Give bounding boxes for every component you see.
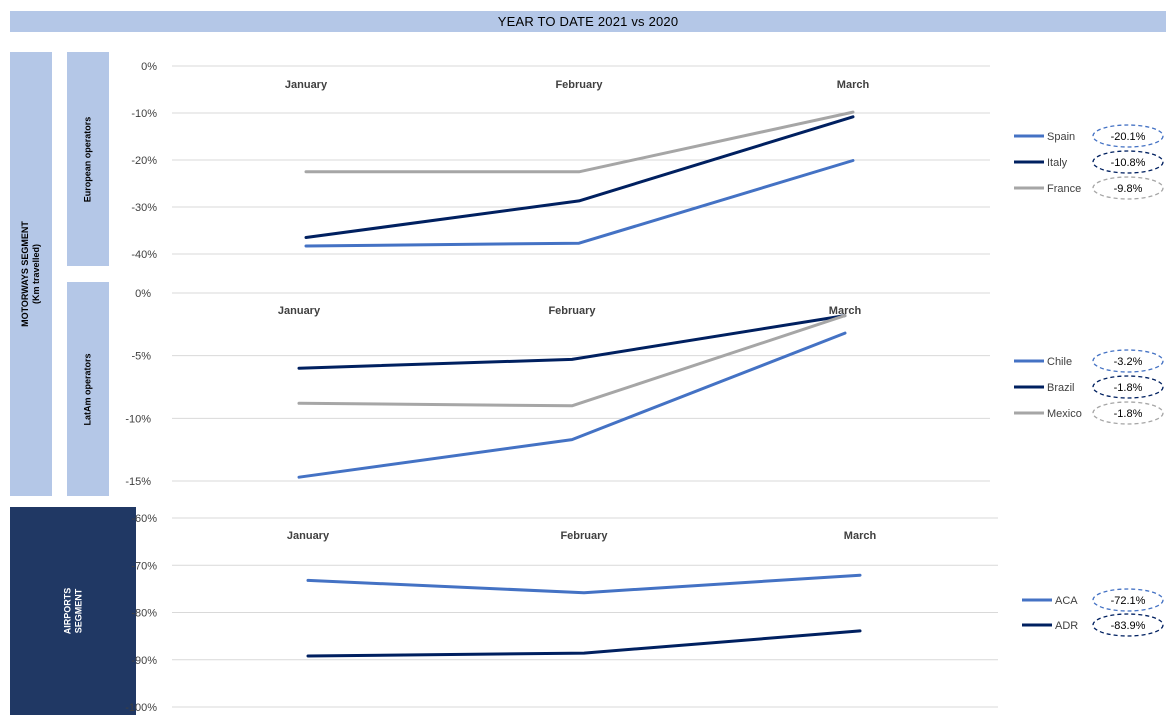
- european-category-label: March: [837, 79, 870, 91]
- latam-y-tick-label: -10%: [125, 413, 151, 425]
- airports-category-label: January: [287, 530, 330, 542]
- latam-category-label: March: [829, 305, 862, 317]
- chart-header: YEAR TO DATE 2021 vs 2020: [10, 11, 1166, 32]
- european-operators-label: European operators: [67, 52, 109, 266]
- airports-y-tick-label: -90%: [131, 655, 157, 667]
- european-category-label: February: [555, 79, 603, 91]
- airports-value-badge: [1092, 588, 1164, 612]
- header-title: YEAR TO DATE 2021 vs 2020: [497, 14, 679, 29]
- european-legend-label: Spain: [1047, 131, 1075, 143]
- european-category-label: January: [285, 79, 328, 91]
- european-legend-label: Italy: [1047, 157, 1068, 169]
- airports-series-line-adr: [306, 629, 862, 658]
- european-value-badge-label: -20.1%: [1111, 131, 1146, 143]
- european-series-line-italy: [304, 115, 855, 239]
- airports-segment-label: AIRPORTS SEGMENT: [10, 507, 136, 715]
- european-value-badge-label: -10.8%: [1111, 157, 1146, 169]
- airports-y-tick-label: -100%: [125, 702, 157, 714]
- european-value-badge: [1092, 150, 1164, 174]
- latam-y-tick-label: -5%: [131, 351, 151, 363]
- airports-category-label: February: [560, 530, 608, 542]
- european-series-line-spain: [304, 159, 855, 248]
- airports-y-tick-label: -60%: [131, 513, 157, 525]
- european-y-tick-label: -10%: [131, 108, 157, 120]
- european-legend-label: France: [1047, 183, 1081, 195]
- latam-y-tick-label: -15%: [125, 476, 151, 488]
- latam-legend-label: Chile: [1047, 356, 1072, 368]
- latam-y-tick-label: 0%: [135, 288, 151, 300]
- airports-y-tick-label: -70%: [131, 560, 157, 572]
- airports-value-badge-label: -83.9%: [1111, 620, 1146, 632]
- latam-value-badge-label: -3.2%: [1114, 356, 1143, 368]
- latam-value-badge-label: -1.8%: [1114, 408, 1143, 420]
- latam-operators-label: LatAm operators: [67, 282, 109, 496]
- airports-category-label: March: [844, 530, 877, 542]
- latam-legend-label: Mexico: [1047, 408, 1082, 420]
- european-y-tick-label: -40%: [131, 249, 157, 261]
- european-value-badge: [1092, 124, 1164, 148]
- european-series-line-france: [304, 110, 855, 174]
- latam-series-line-mexico: [297, 314, 847, 408]
- latam-value-badge: [1092, 401, 1164, 425]
- european-y-tick-label: -20%: [131, 155, 157, 167]
- latam-series-line-brazil: [297, 314, 847, 370]
- airports-value-badge: [1092, 613, 1164, 637]
- european-y-tick-label: -30%: [131, 202, 157, 214]
- latam-category-label: February: [548, 305, 596, 317]
- latam-legend-label: Brazil: [1047, 382, 1075, 394]
- motorways-segment-label: MOTORWAYS SEGMENT (Km travelled): [10, 52, 52, 496]
- airports-y-tick-label: -80%: [131, 608, 157, 620]
- airports-legend-label: ADR: [1055, 620, 1078, 632]
- latam-value-badge-label: -1.8%: [1114, 382, 1143, 394]
- european-value-badge-label: -9.8%: [1114, 183, 1143, 195]
- latam-category-label: January: [278, 305, 321, 317]
- latam-series-line-chile: [297, 331, 847, 479]
- latam-value-badge: [1092, 349, 1164, 373]
- latam-value-badge: [1092, 375, 1164, 399]
- airports-legend-label: ACA: [1055, 595, 1078, 607]
- airports-series-line-aca: [306, 573, 862, 595]
- european-y-tick-label: 0%: [141, 61, 157, 73]
- european-value-badge: [1092, 176, 1164, 200]
- airports-value-badge-label: -72.1%: [1111, 595, 1146, 607]
